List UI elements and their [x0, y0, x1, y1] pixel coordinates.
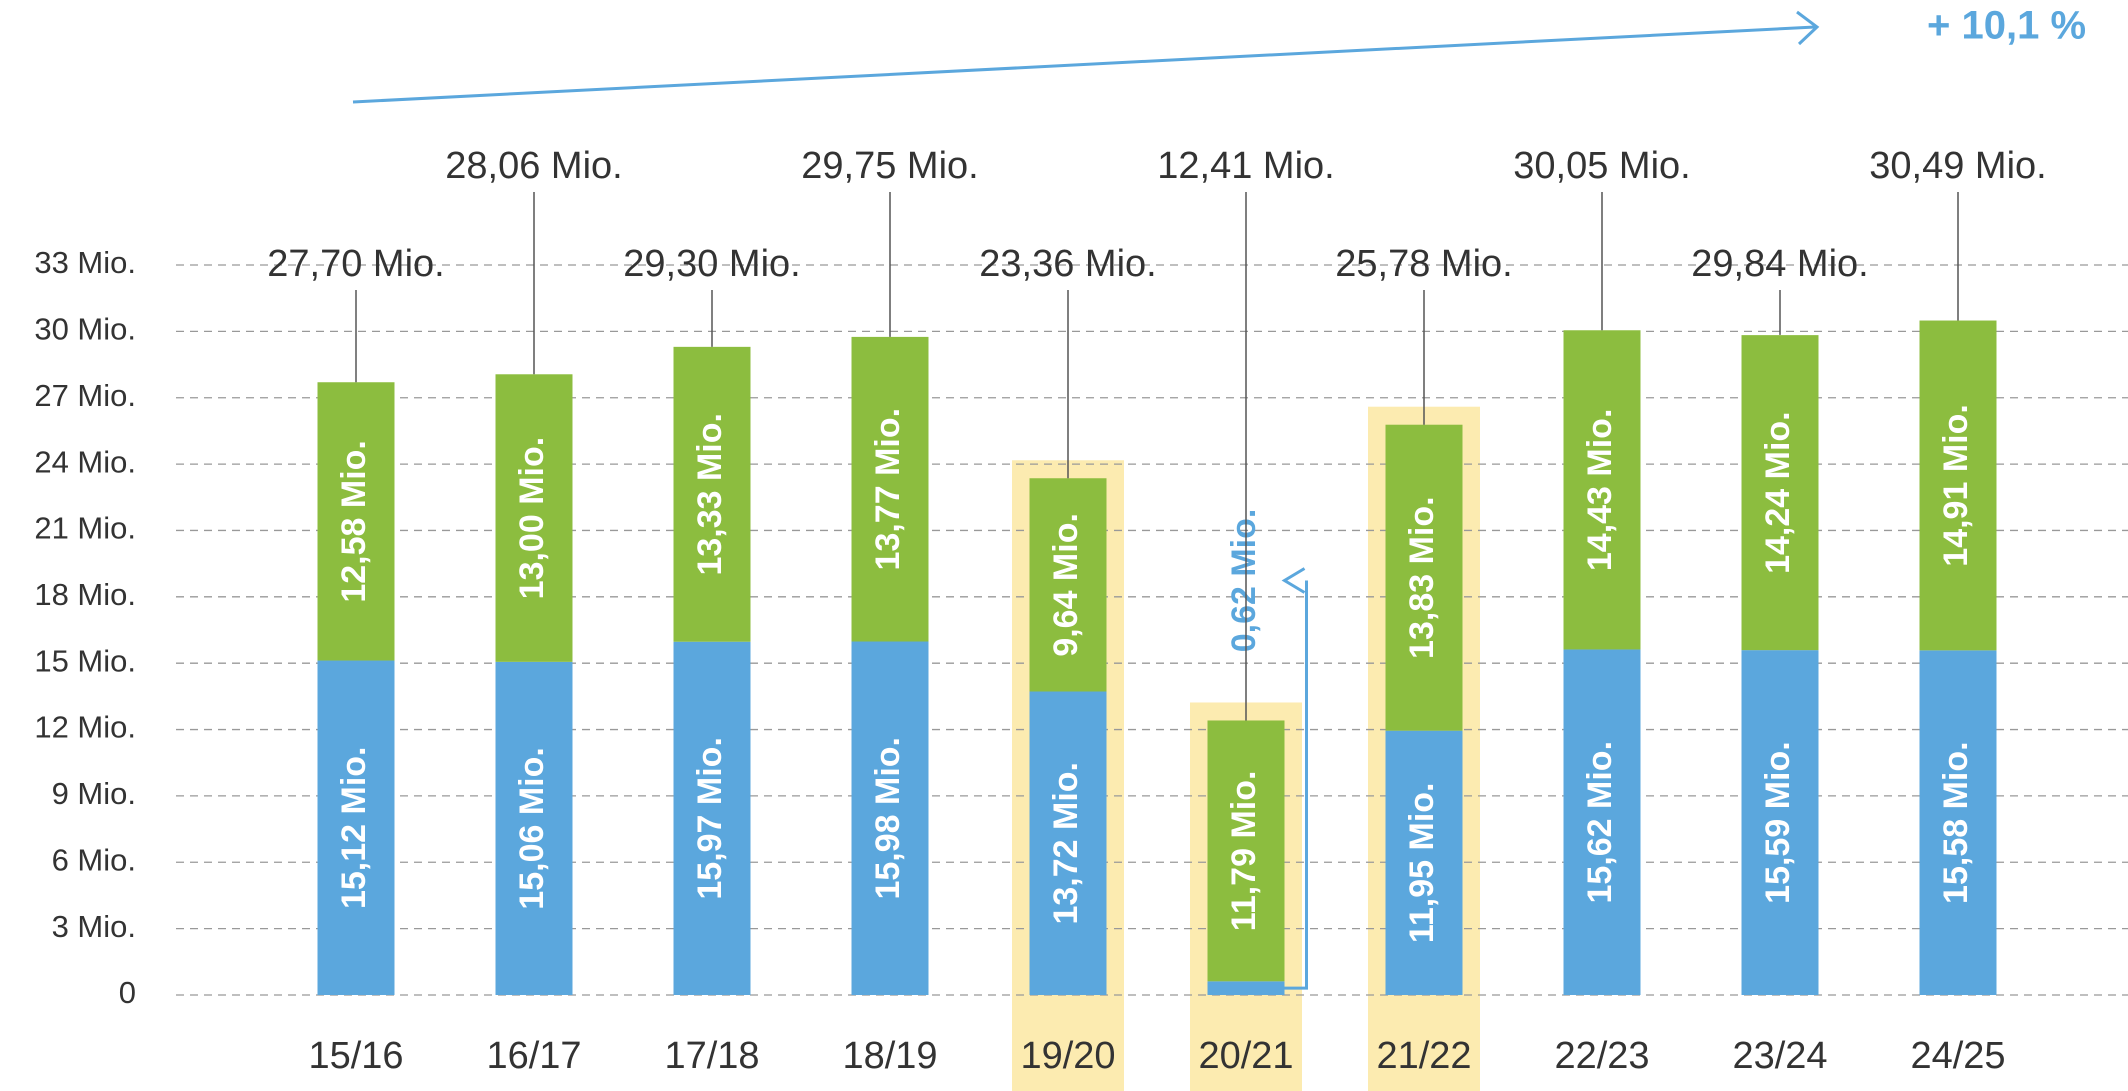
x-tick-label: 22/23 — [1554, 1035, 1649, 1077]
segment-label-outside: 0,62 Mio. — [1225, 509, 1263, 653]
total-label: 12,41 Mio. — [1157, 145, 1334, 187]
bar-segment — [1919, 650, 1997, 995]
y-tick-label: 0 — [119, 975, 136, 1010]
segment-label: 13,72 Mio. — [1047, 762, 1085, 925]
total-label: 28,06 Mio. — [445, 145, 622, 187]
y-tick-label: 6 Mio. — [52, 842, 136, 877]
segment-label: 15,06 Mio. — [513, 747, 551, 910]
y-tick-label: 15 Mio. — [34, 643, 136, 678]
bar-segment — [1207, 981, 1285, 995]
y-tick-label: 12 Mio. — [34, 710, 136, 745]
segment-label: 15,59 Mio. — [1759, 741, 1797, 904]
bar-segment — [1385, 424, 1463, 731]
segment-label: 14,24 Mio. — [1759, 411, 1797, 574]
x-tick-label: 24/25 — [1910, 1035, 2005, 1077]
bar-segment — [1029, 691, 1107, 995]
bar-segment — [317, 660, 395, 995]
x-tick-label: 16/17 — [486, 1035, 581, 1077]
segment-label: 13,77 Mio. — [869, 408, 907, 571]
total-label: 25,78 Mio. — [1335, 243, 1512, 285]
y-tick-label: 9 Mio. — [52, 776, 136, 811]
segment-label: 13,83 Mio. — [1403, 496, 1441, 659]
segment-label: 15,98 Mio. — [869, 737, 907, 900]
segment-label: 12,58 Mio. — [335, 440, 373, 603]
x-tick-label: 20/21 — [1198, 1035, 1293, 1077]
segment-label: 15,12 Mio. — [335, 747, 373, 910]
bar-segment — [851, 336, 929, 642]
total-label: 30,05 Mio. — [1513, 145, 1690, 187]
segment-label: 14,91 Mio. — [1937, 404, 1975, 567]
bar-segment — [495, 661, 573, 995]
x-tick-label: 18/19 — [842, 1035, 937, 1077]
segment-label: 15,58 Mio. — [1937, 741, 1975, 904]
y-tick-label: 18 Mio. — [34, 577, 136, 612]
y-tick-label: 3 Mio. — [52, 909, 136, 944]
total-label: 29,84 Mio. — [1691, 243, 1868, 285]
y-tick-label: 27 Mio. — [34, 378, 136, 413]
segment-label: 14,43 Mio. — [1581, 409, 1619, 572]
bar-segment — [1741, 650, 1819, 995]
total-label: 23,36 Mio. — [979, 243, 1156, 285]
y-tick-label: 24 Mio. — [34, 444, 136, 479]
y-tick-label: 21 Mio. — [34, 511, 136, 546]
total-label: 29,30 Mio. — [623, 243, 800, 285]
bar-segment — [1385, 730, 1463, 995]
segment-label: 15,97 Mio. — [691, 737, 729, 900]
trend-annotation: + 10,1 % — [1927, 4, 2086, 48]
y-tick-label: 33 Mio. — [34, 245, 136, 280]
bar-segment — [317, 382, 395, 661]
bar-segment — [673, 641, 751, 995]
total-label: 29,75 Mio. — [801, 145, 978, 187]
trend-arrowhead — [1796, 10, 1820, 46]
x-tick-label: 23/24 — [1732, 1035, 1827, 1077]
x-tick-label: 19/20 — [1020, 1035, 1115, 1077]
x-tick-label: 21/22 — [1376, 1035, 1471, 1077]
segment-label: 11,79 Mio. — [1225, 771, 1263, 932]
segment-label: 13,00 Mio. — [513, 437, 551, 600]
segment-label: 13,33 Mio. — [691, 413, 729, 576]
bar-segment — [1207, 720, 1285, 982]
bar-segment — [1919, 320, 1997, 651]
bar-segment — [1029, 478, 1107, 692]
segment-label: 9,64 Mio. — [1047, 513, 1085, 657]
segment-label: 11,95 Mio. — [1403, 783, 1441, 944]
segment-arrow — [1284, 580, 1308, 990]
trend-line — [352, 25, 1816, 104]
total-label: 27,70 Mio. — [267, 243, 444, 285]
bar-segment — [1563, 649, 1641, 995]
bar-segment — [1563, 330, 1641, 650]
bar-segment — [1741, 335, 1819, 651]
x-tick-label: 15/16 — [308, 1035, 403, 1077]
total-label: 30,49 Mio. — [1869, 145, 2046, 187]
segment-arrowhead — [1281, 567, 1306, 594]
bar-segment — [495, 374, 573, 662]
bar-segment — [851, 641, 929, 995]
bar-segment — [673, 346, 751, 642]
y-tick-label: 30 Mio. — [34, 312, 136, 347]
x-tick-label: 17/18 — [664, 1035, 759, 1077]
segment-label: 15,62 Mio. — [1581, 741, 1619, 904]
